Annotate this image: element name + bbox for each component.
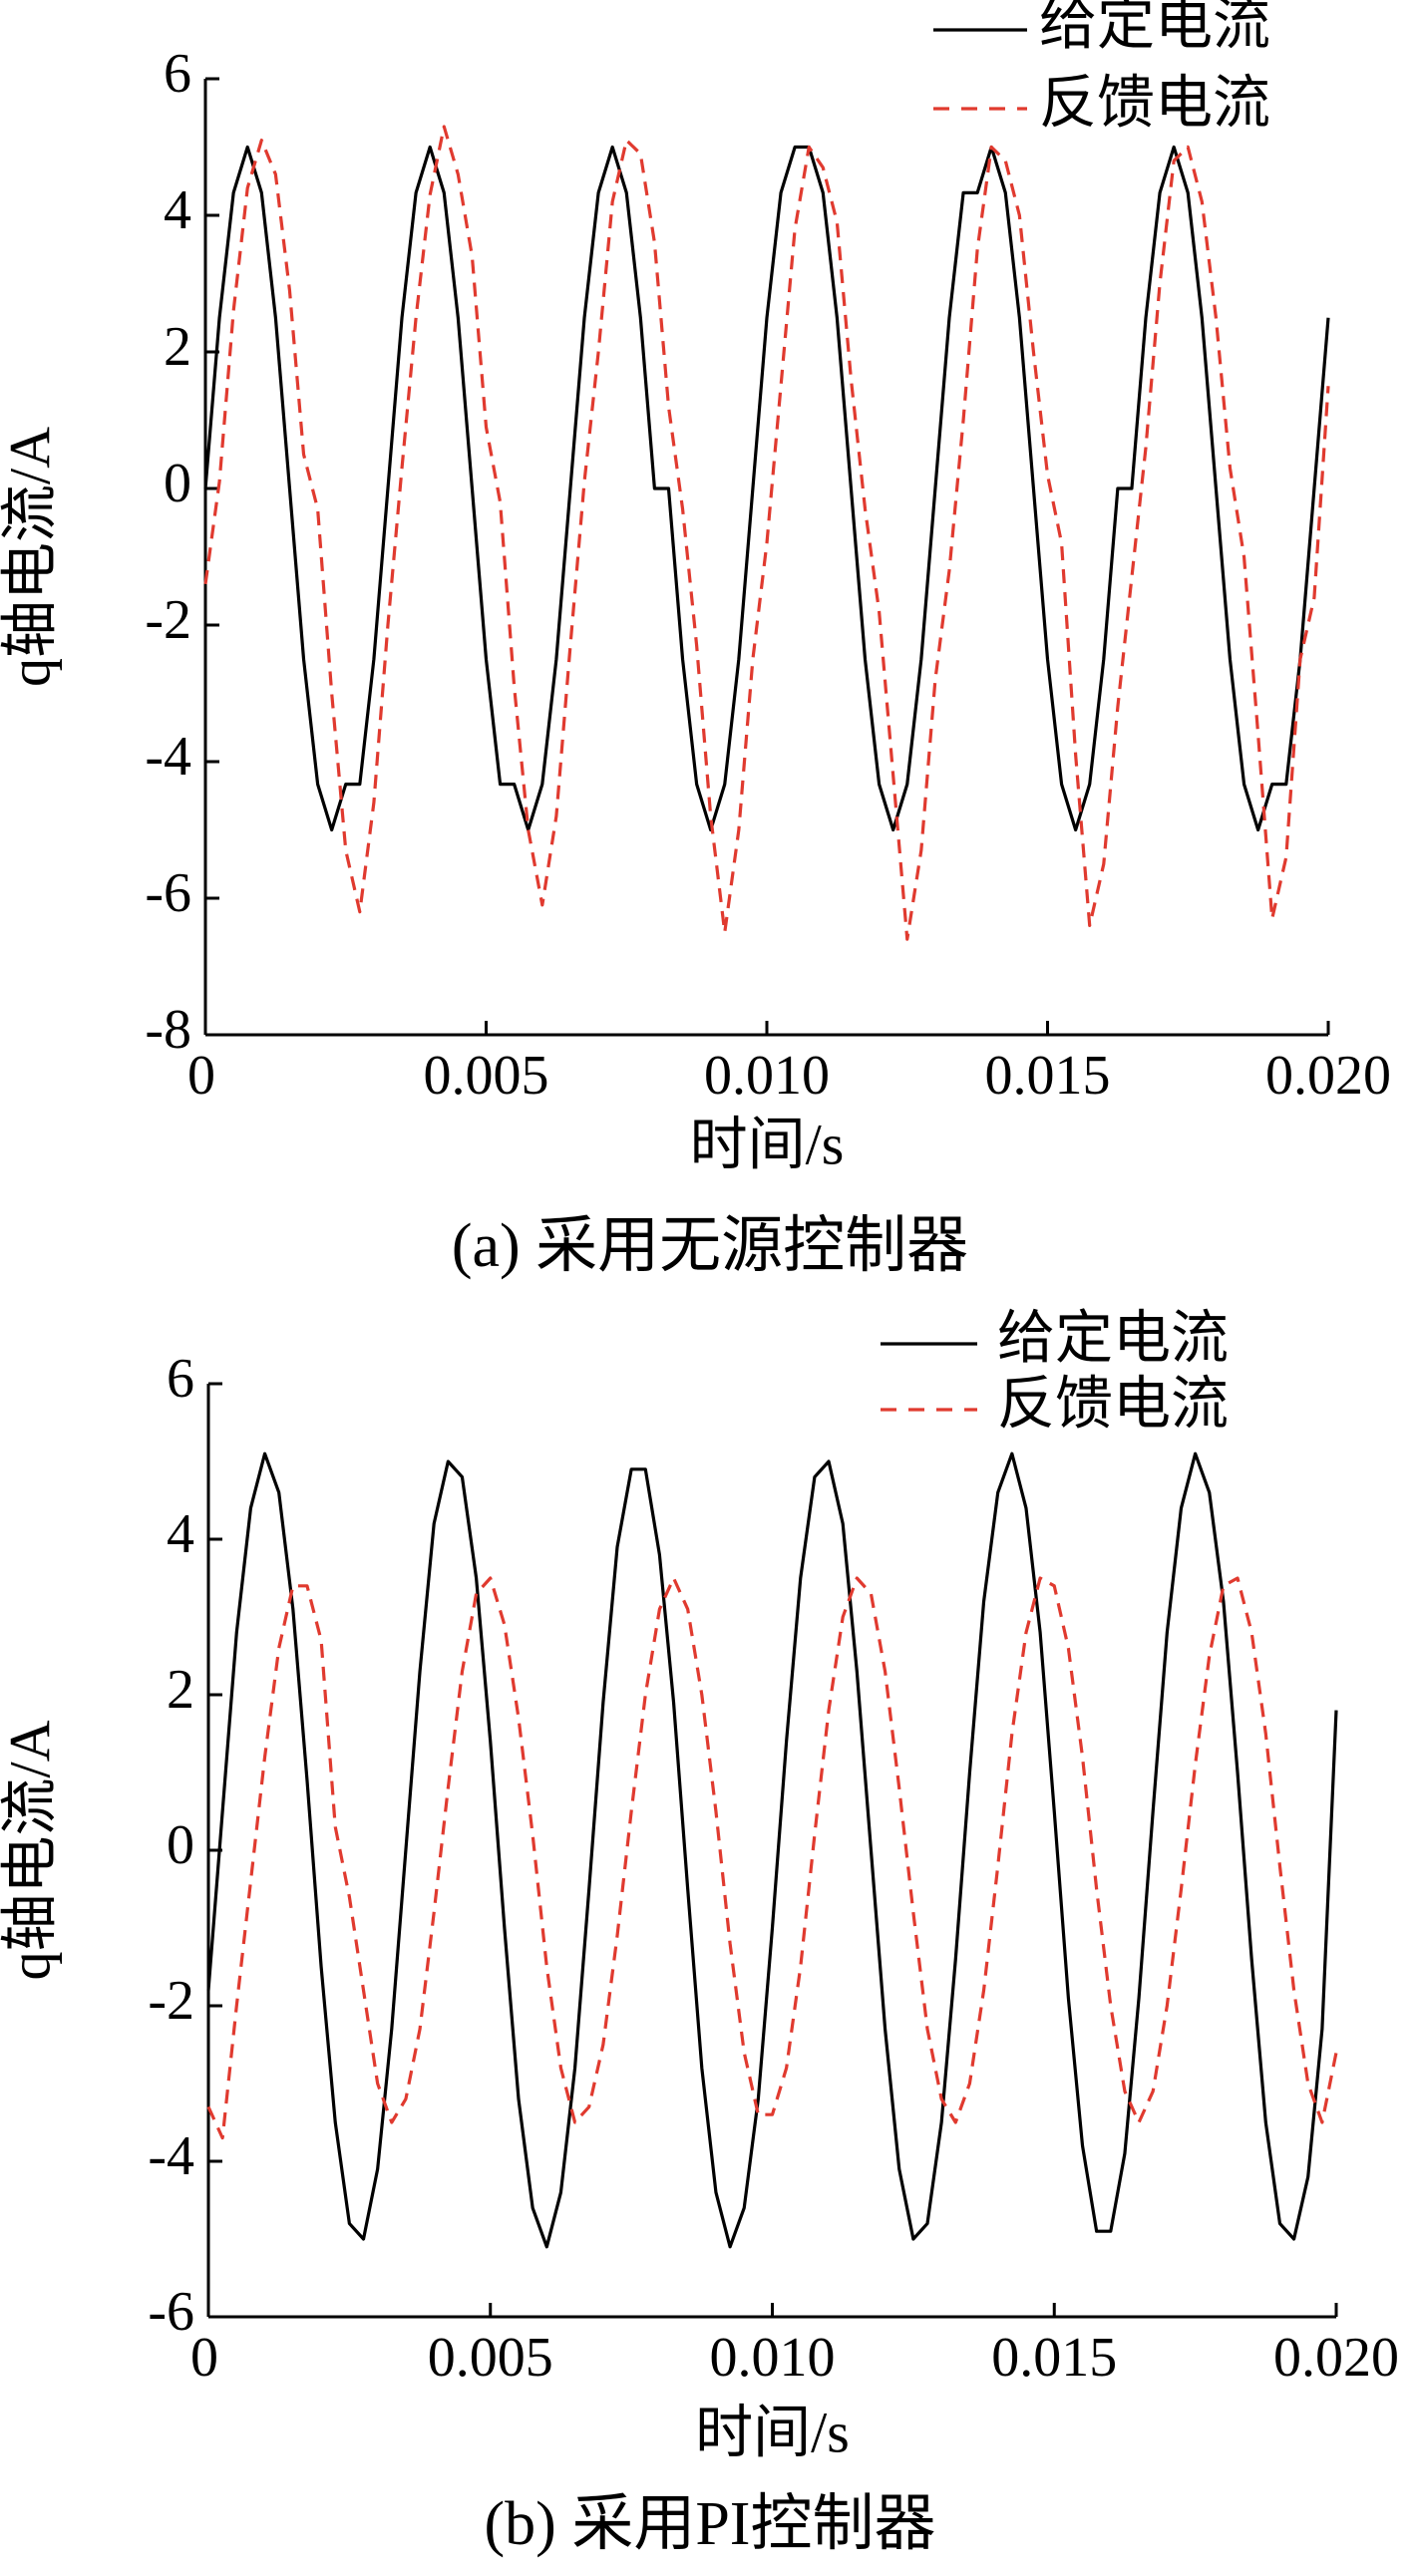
x-tick-label: 0.020	[1273, 2327, 1399, 2389]
y-tick-label: 0	[167, 1814, 194, 1876]
caption: (b) 采用PI控制器	[485, 2490, 936, 2558]
x-tick-label: 0	[187, 1045, 215, 1107]
legend-label: 给定电流	[1039, 0, 1270, 56]
x-tick-label: 0.015	[991, 2327, 1117, 2389]
y-axis-label: q轴电流/A	[0, 427, 62, 687]
series-line	[203, 125, 1330, 941]
caption: (a) 采用无源控制器	[452, 1212, 968, 1280]
y-tick-label: -6	[145, 862, 191, 924]
series-line	[203, 145, 1330, 832]
series-line	[206, 1451, 1338, 2249]
x-tick-label: 0.005	[428, 2327, 553, 2389]
y-tick-label: 4	[164, 179, 191, 241]
y-tick-label: -4	[148, 2125, 194, 2187]
y-tick-label: 0	[164, 453, 191, 514]
x-axis-label: 时间/s	[695, 2400, 850, 2464]
y-tick-label: -2	[148, 1970, 194, 2032]
legend-label: 反馈电流	[997, 1371, 1229, 1436]
y-axis-label: q轴电流/A	[0, 1720, 62, 1980]
x-tick-label: 0.015	[985, 1045, 1111, 1107]
y-tick-label: -6	[148, 2281, 194, 2343]
x-tick-label: 0.020	[1265, 1045, 1391, 1107]
y-tick-label: -4	[145, 726, 191, 788]
x-tick-label: 0.010	[704, 1045, 830, 1107]
legend-label: 给定电流	[997, 1305, 1229, 1370]
x-tick-label: 0	[190, 2327, 218, 2389]
y-tick-label: 2	[167, 1659, 194, 1721]
legend-label: 反馈电流	[1039, 70, 1270, 135]
x-tick-label: 0.005	[424, 1045, 549, 1107]
x-axis-label: 时间/s	[690, 1112, 845, 1176]
y-tick-label: 2	[164, 316, 191, 378]
y-tick-label: 4	[167, 1503, 194, 1565]
y-tick-label: -2	[145, 589, 191, 651]
y-tick-label: -8	[145, 999, 191, 1061]
y-tick-label: 6	[164, 43, 191, 105]
series-line	[206, 1576, 1338, 2140]
y-tick-label: 6	[167, 1348, 194, 1410]
x-tick-label: 0.010	[710, 2327, 836, 2389]
